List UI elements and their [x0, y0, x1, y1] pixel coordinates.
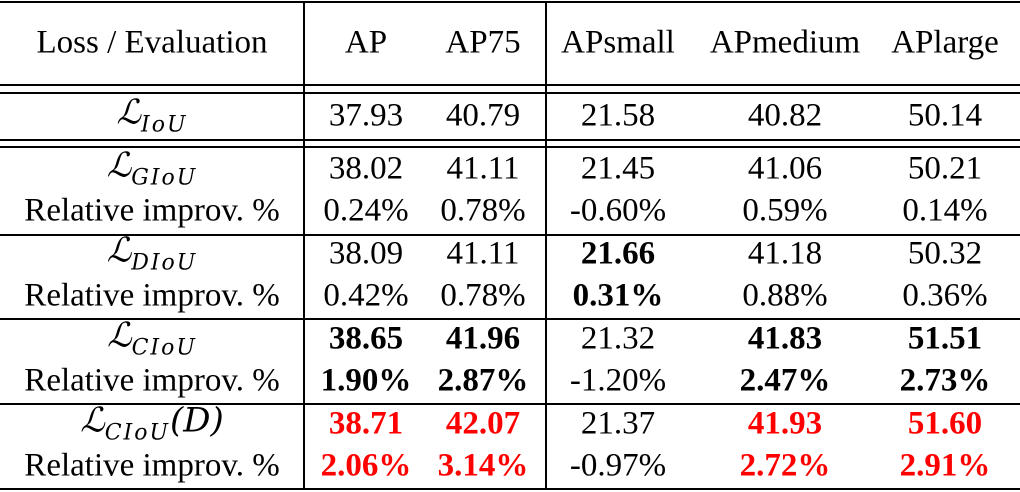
cell-iou-apmedium: 40.82 — [747, 97, 823, 134]
cell-ciou-d-rel-apmedium: 2.72% — [739, 447, 831, 484]
rule-header-2 — [0, 92, 1020, 94]
cell-giou-ap: 38.02 — [328, 150, 404, 187]
row-label-giou-relative: Relative improv. % — [24, 192, 280, 229]
cell-ciou-ap75: 41.96 — [445, 320, 521, 357]
row-label-ciou-d-relative: Relative improv. % — [24, 447, 280, 484]
cell-giou-rel-apsmall: -0.60% — [569, 192, 667, 229]
cell-diou-aplarge: 50.32 — [907, 235, 983, 272]
header-apmedium: APmedium — [709, 24, 861, 61]
cell-iou-ap75: 40.79 — [445, 97, 521, 134]
cell-ciou-apsmall: 21.32 — [580, 320, 656, 357]
cell-giou-rel-aplarge: 0.14% — [902, 192, 988, 229]
row-label-ciou-d: ℒCIoU(D) — [80, 404, 224, 445]
cell-ciou-d-aplarge: 51.60 — [907, 405, 983, 442]
rule-top — [0, 1, 1020, 3]
cell-ciou-d-rel-ap: 2.06% — [320, 447, 412, 484]
label-subscript: DIoU — [131, 250, 198, 276]
label-suffix: (D) — [170, 400, 224, 441]
cell-giou-rel-ap: 0.24% — [323, 192, 409, 229]
cell-giou-apsmall: 21.45 — [580, 150, 656, 187]
header-aplarge: APlarge — [891, 24, 999, 61]
cell-diou-ap75: 41.11 — [446, 235, 520, 272]
cell-iou-apsmall: 21.58 — [580, 97, 656, 134]
rule-header-1 — [0, 84, 1020, 86]
col-divider-1 — [303, 1, 305, 490]
cell-ciou-ap: 38.65 — [328, 320, 404, 357]
cell-ciou-apmedium: 41.83 — [747, 320, 823, 357]
label-subscript: IoU — [141, 112, 188, 138]
cell-diou-apsmall: 21.66 — [580, 235, 656, 272]
row-label-ciou-relative: Relative improv. % — [24, 362, 280, 399]
cell-ciou-d-rel-aplarge: 2.91% — [899, 447, 991, 484]
cell-diou-apmedium: 41.18 — [747, 235, 823, 272]
cell-ciou-d-apmedium: 41.93 — [747, 405, 823, 442]
cell-giou-rel-ap75: 0.78% — [440, 192, 526, 229]
col-divider-2 — [545, 1, 547, 490]
label-subscript: CIoU — [131, 335, 197, 361]
cell-diou-rel-ap75: 0.78% — [440, 277, 526, 314]
row-label-giou: ℒGIoU — [107, 149, 198, 190]
label-script-l: ℒ — [107, 315, 132, 356]
cell-giou-aplarge: 50.21 — [907, 150, 983, 187]
cell-ciou-rel-aplarge: 2.73% — [899, 362, 991, 399]
cell-ciou-d-ap75: 42.07 — [445, 405, 521, 442]
label-script-l: ℒ — [106, 145, 132, 186]
row-label-diou-relative: Relative improv. % — [24, 277, 280, 314]
cell-ciou-d-ap: 38.71 — [328, 405, 404, 442]
rule-giou — [0, 234, 1020, 236]
header-ap: AP — [344, 24, 388, 61]
header-apsmall: APsmall — [561, 24, 675, 61]
cell-ciou-rel-apmedium: 2.47% — [739, 362, 831, 399]
cell-giou-apmedium: 41.06 — [747, 150, 823, 187]
label-subscript: GIoU — [131, 165, 198, 191]
rule-diou — [0, 318, 1020, 320]
label-script-l: ℒ — [106, 230, 132, 271]
row-label-iou: ℒIoU — [117, 96, 188, 137]
label-subscript: CIoU — [104, 420, 171, 446]
row-label-ciou: ℒCIoU — [107, 319, 197, 360]
cell-giou-ap75: 41.11 — [446, 150, 520, 187]
row-label-diou: ℒDIoU — [107, 234, 198, 275]
header-loss-evaluation: Loss / Evaluation — [36, 24, 268, 61]
cell-ciou-rel-apsmall: -1.20% — [569, 362, 667, 399]
cell-ciou-d-rel-apsmall: -0.97% — [569, 447, 667, 484]
cell-diou-ap: 38.09 — [328, 235, 404, 272]
label-script-l: ℒ — [116, 92, 142, 133]
cell-diou-rel-aplarge: 0.36% — [902, 277, 988, 314]
cell-iou-ap: 37.93 — [328, 97, 404, 134]
cell-ciou-d-apsmall: 21.37 — [580, 405, 656, 442]
cell-ciou-rel-ap75: 2.87% — [437, 362, 529, 399]
rule-bottom — [0, 488, 1020, 490]
header-ap75: AP75 — [445, 24, 521, 61]
cell-diou-rel-apmedium: 0.88% — [742, 277, 828, 314]
label-script-l: ℒ — [80, 400, 105, 441]
cell-diou-rel-ap: 0.42% — [323, 277, 409, 314]
rule-iou-1 — [0, 139, 1020, 141]
cell-ciou-d-rel-ap75: 3.14% — [437, 447, 529, 484]
cell-diou-rel-apsmall: 0.31% — [572, 277, 664, 314]
cell-ciou-rel-ap: 1.90% — [320, 362, 412, 399]
cell-giou-rel-apmedium: 0.59% — [742, 192, 828, 229]
cell-iou-aplarge: 50.14 — [907, 97, 983, 134]
cell-ciou-aplarge: 51.51 — [907, 320, 983, 357]
rule-iou-2 — [0, 146, 1020, 148]
rule-ciou — [0, 403, 1020, 405]
